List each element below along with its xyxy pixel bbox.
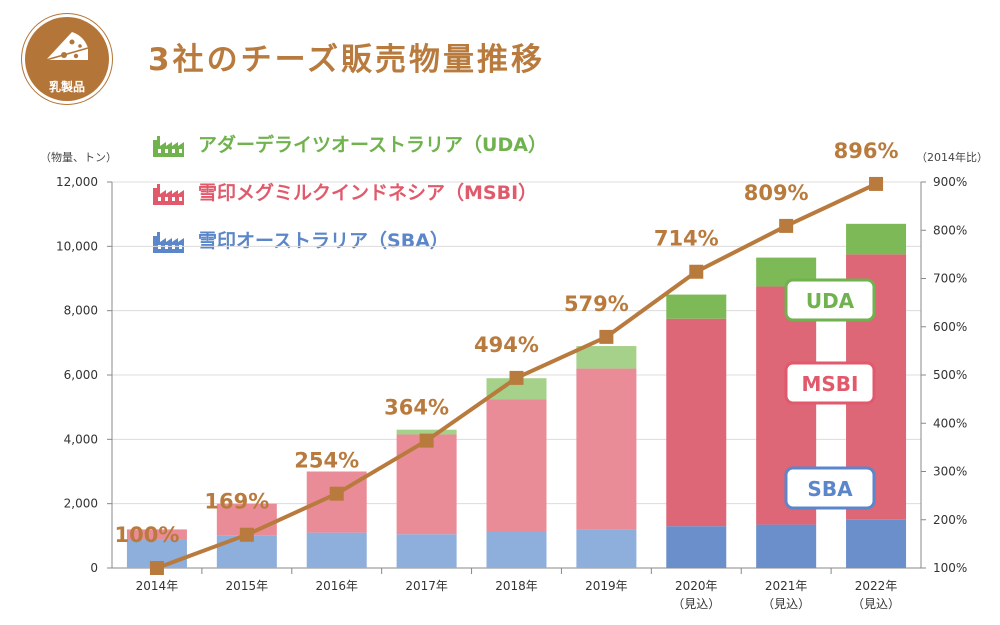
left-axis-tick-label: 12,000 xyxy=(56,175,98,189)
right-axis-tick-label: 800% xyxy=(933,223,967,237)
factory-icon xyxy=(153,184,184,205)
legend-label-uda: アダーデライツオーストラリア（UDA） xyxy=(198,134,547,156)
bar-segment-msbi xyxy=(126,529,187,540)
bar-segment-msbi xyxy=(666,318,727,527)
left-axis-tick-label: 8,000 xyxy=(64,304,98,318)
right-axis-tick-label: 400% xyxy=(933,416,967,430)
page-title: 3社のチーズ販売物量推移 xyxy=(148,42,546,78)
left-axis-tick-label: 10,000 xyxy=(56,239,98,253)
bar-segment-sba xyxy=(306,532,367,568)
right-axis-tick-label: 700% xyxy=(933,272,967,286)
right-axis-tick-label: 300% xyxy=(933,465,967,479)
x-axis-tick-label: 2021年 xyxy=(765,579,808,593)
index-data-label: 579% xyxy=(564,292,629,316)
factory-icon xyxy=(153,136,184,157)
right-axis-tick-label: 600% xyxy=(933,320,967,334)
bar-segment-uda xyxy=(396,429,457,435)
x-axis-tick-label: 2016年 xyxy=(315,579,358,593)
bar-segment-sba xyxy=(486,531,547,568)
x-axis-tick-label: 2014年 xyxy=(136,579,179,593)
index-marker xyxy=(329,486,344,501)
index-data-label: 809% xyxy=(744,181,809,205)
index-data-label: 364% xyxy=(384,396,449,420)
x-axis-tick-label: 2018年 xyxy=(495,579,538,593)
index-data-label: 254% xyxy=(294,449,359,473)
left-axis-tick-label: 2,000 xyxy=(64,497,98,511)
index-marker xyxy=(419,433,434,448)
x-axis-tick-label: 2020年 xyxy=(675,579,718,593)
index-marker xyxy=(599,329,614,344)
sba-box-label: SBA xyxy=(807,477,853,501)
index-data-label: 100% xyxy=(114,523,179,547)
index-marker xyxy=(779,218,794,233)
index-marker xyxy=(869,176,884,191)
uda-box-label: UDA xyxy=(806,289,855,313)
index-data-label: 896% xyxy=(834,139,899,163)
right-axis-tick-label: 900% xyxy=(933,175,967,189)
x-axis-tick-label: 2015年 xyxy=(226,579,269,593)
x-axis-tick-note: （見込） xyxy=(672,597,720,611)
bar-segment-uda xyxy=(846,223,907,255)
bar-segment-msbi xyxy=(576,368,637,530)
index-marker xyxy=(689,264,704,279)
msbi-box-label: MSBI xyxy=(802,372,859,396)
index-data-label: 494% xyxy=(474,333,539,357)
right-axis-tick-label: 100% xyxy=(933,561,967,575)
index-data-label: 169% xyxy=(204,490,269,514)
bar-segment-uda xyxy=(486,378,547,400)
left-axis-tick-label: 0 xyxy=(90,561,98,575)
badge-label: 乳製品 xyxy=(48,80,85,94)
left-axis-tick-label: 4,000 xyxy=(64,432,98,446)
bar-segment-msbi xyxy=(396,434,457,535)
bar-segment-sba xyxy=(396,534,457,568)
bar-segment-uda xyxy=(666,294,727,319)
legend-label-msbi: 雪印メグミルクインドネシア（MSBI） xyxy=(198,182,538,204)
x-axis-tick-label: 2019年 xyxy=(585,579,628,593)
index-data-label: 714% xyxy=(654,227,719,251)
index-marker xyxy=(509,370,524,385)
right-axis-unit: （2014年比） xyxy=(916,151,988,164)
msbi-box xyxy=(784,361,876,405)
bar-segment-sba xyxy=(576,529,637,568)
x-axis-tick-note: （見込） xyxy=(852,597,900,611)
left-axis-unit: （物量、トン） xyxy=(40,151,117,164)
x-axis-tick-label: 2022年 xyxy=(855,579,898,593)
bar-segment-sba xyxy=(666,526,727,568)
bar-segment-uda xyxy=(576,346,637,369)
left-axis-tick-label: 6,000 xyxy=(64,368,98,382)
x-axis-tick-label: 2017年 xyxy=(405,579,448,593)
factory-icon xyxy=(153,232,184,253)
dairy-badge: 乳製品 xyxy=(22,14,112,104)
bar-segment-msbi xyxy=(486,399,547,532)
right-axis-tick-label: 200% xyxy=(933,513,967,527)
sba-box xyxy=(784,466,876,510)
index-marker xyxy=(239,527,254,542)
x-axis-tick-note: （見込） xyxy=(762,597,810,611)
uda-box xyxy=(784,278,876,322)
right-axis-tick-label: 500% xyxy=(933,368,967,382)
bar-segment-sba xyxy=(756,524,817,568)
cheese-icon xyxy=(45,32,89,61)
index-marker xyxy=(149,561,164,575)
bar-segment-sba xyxy=(846,519,907,568)
